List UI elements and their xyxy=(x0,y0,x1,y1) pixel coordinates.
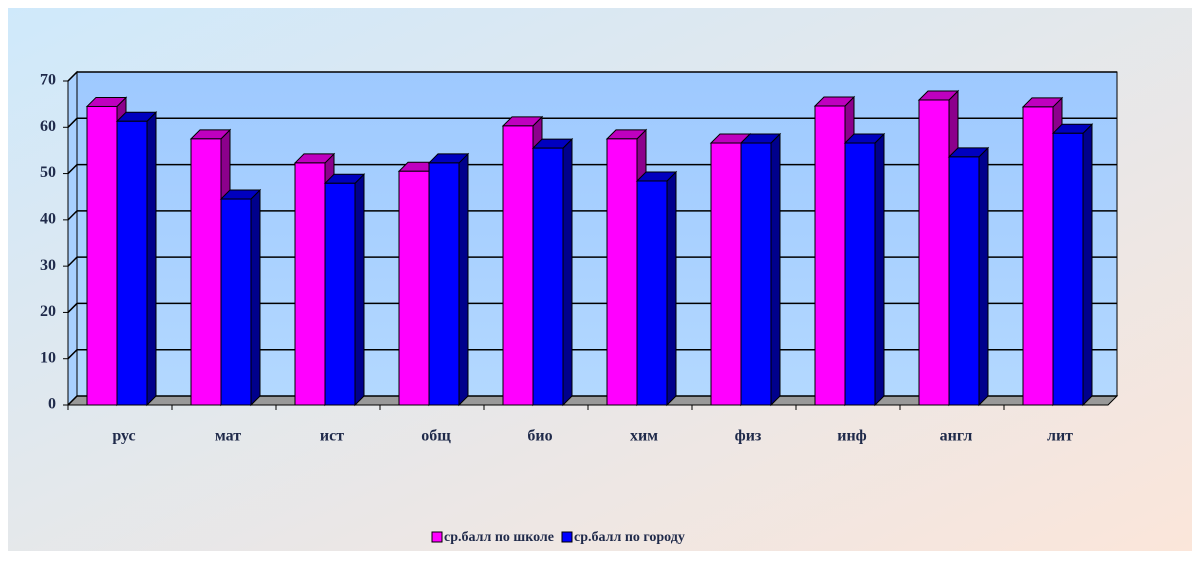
x-tick-label: англ xyxy=(940,428,973,445)
bar-side xyxy=(250,188,261,407)
x-tick-label: био xyxy=(527,428,552,445)
bar xyxy=(1052,132,1084,406)
bar-side xyxy=(874,132,885,407)
bar-side xyxy=(1082,123,1093,407)
y-tick-label: 70 xyxy=(40,72,56,89)
x-tick-label: общ xyxy=(421,428,451,445)
legend-label: ср.балл по школе xyxy=(444,530,554,545)
bar xyxy=(116,120,148,406)
bar xyxy=(398,170,430,406)
bar xyxy=(710,142,742,406)
bar xyxy=(948,156,980,406)
x-tick-label: рус xyxy=(112,428,135,445)
bar-side xyxy=(978,146,989,407)
bar-side xyxy=(354,173,365,407)
x-tick-label: физ xyxy=(735,428,762,445)
legend-swatch xyxy=(431,531,443,543)
bar xyxy=(324,182,356,406)
x-tick-label: инф xyxy=(837,428,867,445)
bar-side xyxy=(458,152,469,407)
y-tick-label: 10 xyxy=(40,349,56,366)
bar xyxy=(918,99,950,406)
bar-side xyxy=(666,170,677,407)
bar xyxy=(190,138,222,406)
bar xyxy=(844,142,876,406)
bar-side xyxy=(770,132,781,407)
y-tick-label: 0 xyxy=(48,396,56,413)
bar xyxy=(636,180,668,406)
bar xyxy=(1022,106,1054,406)
bar xyxy=(814,105,846,406)
bar xyxy=(294,162,326,406)
bar-side xyxy=(562,137,573,407)
x-tick-label: лит xyxy=(1047,428,1073,445)
y-tick-label: 50 xyxy=(40,164,56,181)
legend-swatch xyxy=(561,531,573,543)
y-tick-label: 40 xyxy=(40,211,56,228)
legend-label: ср.балл по городу xyxy=(574,530,685,545)
y-tick-label: 20 xyxy=(40,303,56,320)
y-tick-label: 60 xyxy=(40,118,56,135)
grid-line xyxy=(67,71,1117,82)
bar xyxy=(502,125,534,406)
y-tick-label: 30 xyxy=(40,257,56,274)
x-tick-label: ист xyxy=(320,428,344,445)
bar xyxy=(606,138,638,406)
bar xyxy=(428,162,460,406)
x-tick-label: хим xyxy=(630,428,658,445)
bar xyxy=(86,105,118,406)
bar xyxy=(532,147,564,406)
bar xyxy=(740,142,772,406)
grid-line xyxy=(67,117,1117,128)
bar-side xyxy=(146,111,157,407)
x-tick-label: мат xyxy=(215,428,241,445)
bar xyxy=(220,198,252,406)
